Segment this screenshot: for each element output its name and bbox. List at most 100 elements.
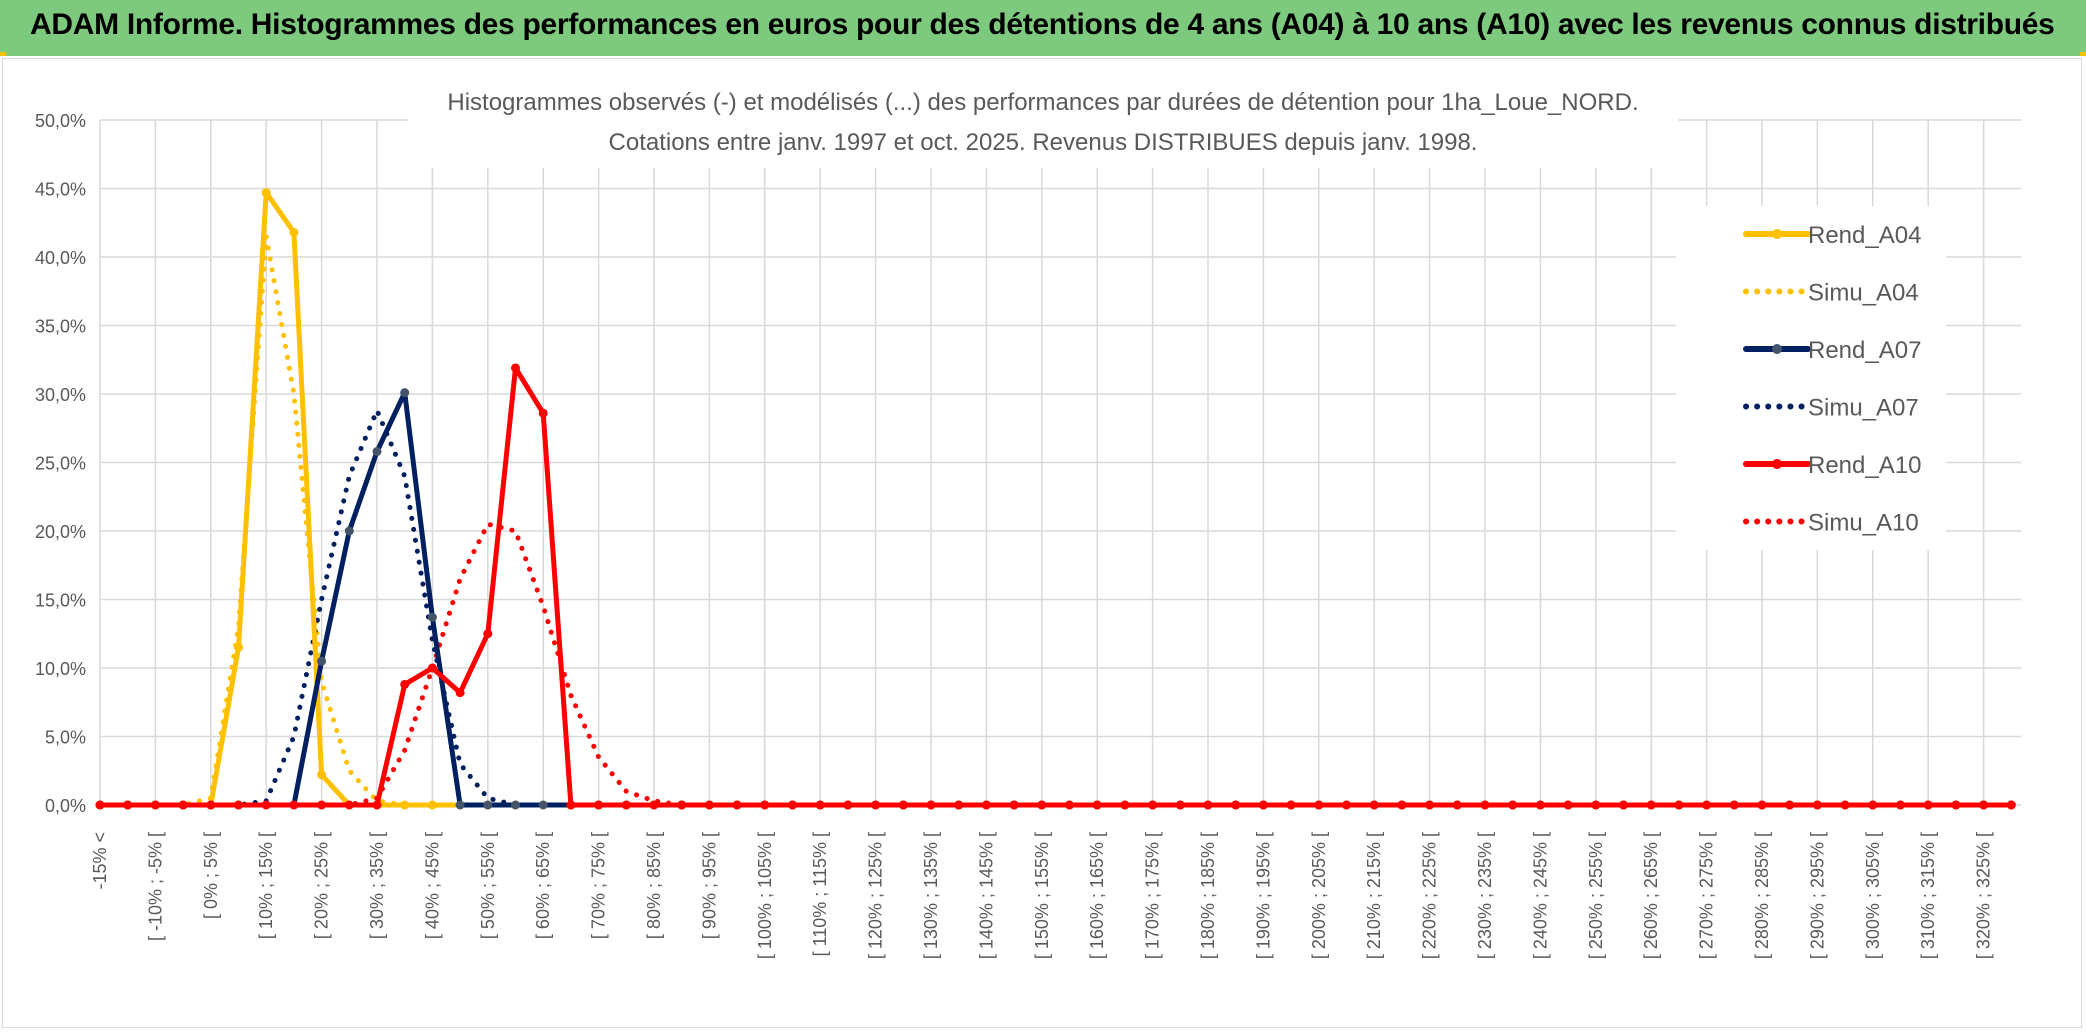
data-point-Rend_A10 [815,800,825,810]
data-point-Rend_A10 [898,800,908,810]
data-point-Rend_A10 [511,363,520,373]
y-tick-label: 40,0% [35,248,86,268]
data-point-Rend_A10 [1286,800,1296,810]
data-point-Rend_A10 [427,663,437,673]
data-point-Rend_A10 [1979,800,1989,810]
data-point-Rend_A10 [455,688,465,698]
chart-title: Histogrammes observés (-) et modélisés (… [447,89,1638,116]
x-tick-label: [ 10% ; 15% [ [256,832,276,939]
x-tick-label: [ 50% ; 55% [ [478,832,498,939]
x-tick-label: [ 150% ; 155% [ [1032,832,1052,959]
data-point-Rend_A10 [1369,800,1379,810]
legend-label-Simu_A07: Simu_A07 [1808,395,1919,422]
x-tick-label: [ 110% ; 115% [ [810,832,830,956]
data-point-Rend_A10 [150,800,160,810]
data-point-Rend_A10 [1619,800,1628,810]
corner-marker-left [0,52,6,56]
data-point-Rend_A07 [317,656,327,666]
x-axis-ticks: -15% < [ -10% ; -5% [[ 0% ; 5% [[ 10% ; 1… [90,832,1994,959]
data-point-Rend_A10 [372,800,382,810]
data-point-Rend_A10 [1868,800,1878,810]
corner-marker-right [2080,52,2086,56]
data-point-Rend_A10 [1037,800,1047,810]
data-point-Rend_A10 [649,800,659,810]
data-point-Rend_A10 [1896,800,1905,810]
y-tick-label: 45,0% [35,180,86,200]
chart-frame [2,58,2082,1028]
data-point-Rend_A10 [1563,800,1573,810]
data-point-Rend_A10 [2006,800,2016,810]
y-tick-label: 35,0% [35,317,86,337]
data-point-Rend_A10 [621,800,631,810]
data-point-Rend_A10 [1175,800,1185,810]
legend-label-Rend_A07: Rend_A07 [1808,337,1921,364]
data-point-Rend_A10 [1923,800,1933,810]
x-tick-label: -15% < [90,832,110,890]
data-point-Rend_A10 [1729,800,1739,810]
x-tick-label: [ 160% ; 165% [ [1087,832,1107,959]
data-point-Rend_A10 [1951,800,1961,810]
y-tick-label: 15,0% [35,591,86,611]
data-point-Rend_A10 [317,800,327,810]
legend: Rend_A04 Simu_A04 Rend_A07 Simu_A07 Rend_A10… [1743,222,1921,537]
x-tick-label: [ 70% ; 75% [ [589,832,609,939]
data-point-Rend_A10 [981,800,991,810]
data-point-Rend_A10 [289,800,299,810]
data-point-Rend_A10 [234,800,243,810]
data-point-Rend_A07 [372,447,382,457]
data-point-Rend_A10 [1120,800,1130,810]
data-point-Rend_A04 [289,227,299,237]
data-point-Rend_A10 [1092,800,1102,810]
data-point-Rend_A10 [538,408,548,418]
data-point-Rend_A10 [344,800,354,810]
data-point-Rend_A10 [1591,800,1601,810]
data-point-Rend_A10 [123,800,133,810]
data-point-Rend_A04 [261,188,271,198]
legend-background [1676,206,1946,550]
legend-marker-Rend_A07 [1772,344,1782,354]
data-point-Rend_A07 [400,388,410,398]
data-point-Rend_A10 [1009,800,1019,810]
x-tick-label: [ 40% ; 45% [ [422,832,442,939]
data-point-Rend_A10 [261,800,271,810]
data-point-Rend_A10 [1812,800,1822,810]
x-tick-label: [ 0% ; 5% [ [201,832,221,919]
x-tick-label: [ 220% ; 225% [ [1420,832,1440,959]
x-tick-label: [ 310% ; 315% [ [1918,832,1938,959]
data-point-Rend_A10 [1314,800,1324,810]
page-title: ADAM Informe. Histogrammes des performan… [30,8,2055,41]
x-tick-label: [ 130% ; 135% [ [921,832,941,959]
data-point-Rend_A10 [95,800,105,810]
x-tick-label: [ 20% ; 25% [ [312,832,332,939]
data-point-Rend_A10 [760,800,770,810]
data-point-Rend_A10 [843,800,853,810]
data-point-Rend_A10 [594,800,604,810]
data-point-Rend_A10 [1397,800,1407,810]
data-point-Rend_A10 [178,800,188,810]
x-tick-label: [ 170% ; 175% [ [1143,832,1163,959]
header-banner: ADAM Informe. Histogrammes des performan… [0,0,2086,58]
data-point-Rend_A10 [1508,800,1518,810]
x-tick-label: [ 180% ; 185% [ [1198,832,1218,959]
x-tick-label: [ 60% ; 65% [ [533,832,553,939]
data-point-Rend_A10 [1231,800,1241,810]
x-tick-label: [ 100% ; 105% [ [755,832,775,959]
data-point-Rend_A10 [704,800,714,810]
data-point-Rend_A10 [1065,800,1074,810]
y-tick-label: 10,0% [35,659,86,679]
chart-subtitle: Cotations entre janv. 1997 et oct. 2025.… [609,129,1478,156]
series-line-Rend_A10 [97,365,2014,808]
x-tick-label: [ 90% ; 95% [ [699,832,719,939]
data-point-Rend_A10 [1840,800,1850,810]
x-tick-label: [ 290% ; 295% [ [1807,832,1827,959]
x-tick-label: [ 260% ; 265% [ [1641,832,1661,959]
legend-label-Rend_A10: Rend_A10 [1808,452,1921,479]
data-point-Rend_A10 [1258,800,1268,810]
data-point-Rend_A10 [677,800,687,810]
data-point-Rend_A04 [234,642,243,652]
y-tick-label: 5,0% [45,728,86,748]
x-tick-label: [ 200% ; 205% [ [1309,832,1329,959]
y-tick-label: 25,0% [35,454,86,474]
data-point-Rend_A07 [455,800,465,810]
